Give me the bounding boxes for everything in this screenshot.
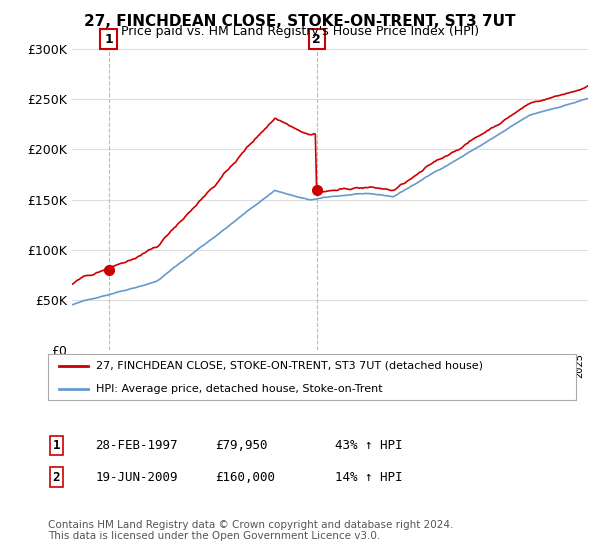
- Text: £160,000: £160,000: [215, 470, 275, 484]
- Text: 19-JUN-2009: 19-JUN-2009: [95, 470, 178, 484]
- Text: £79,950: £79,950: [215, 438, 268, 452]
- Text: 27, FINCHDEAN CLOSE, STOKE-ON-TRENT, ST3 7UT: 27, FINCHDEAN CLOSE, STOKE-ON-TRENT, ST3…: [84, 14, 516, 29]
- Text: 43% ↑ HPI: 43% ↑ HPI: [335, 438, 403, 452]
- Text: 1: 1: [53, 438, 60, 452]
- Text: 28-FEB-1997: 28-FEB-1997: [95, 438, 178, 452]
- Text: 14% ↑ HPI: 14% ↑ HPI: [335, 470, 403, 484]
- Text: 27, FINCHDEAN CLOSE, STOKE-ON-TRENT, ST3 7UT (detached house): 27, FINCHDEAN CLOSE, STOKE-ON-TRENT, ST3…: [95, 361, 482, 371]
- Text: 2: 2: [312, 32, 321, 46]
- Text: 2: 2: [53, 470, 60, 484]
- Text: Price paid vs. HM Land Registry's House Price Index (HPI): Price paid vs. HM Land Registry's House …: [121, 25, 479, 38]
- Text: Contains HM Land Registry data © Crown copyright and database right 2024.
This d: Contains HM Land Registry data © Crown c…: [48, 520, 454, 542]
- Text: 1: 1: [104, 32, 113, 46]
- Text: HPI: Average price, detached house, Stoke-on-Trent: HPI: Average price, detached house, Stok…: [95, 384, 382, 394]
